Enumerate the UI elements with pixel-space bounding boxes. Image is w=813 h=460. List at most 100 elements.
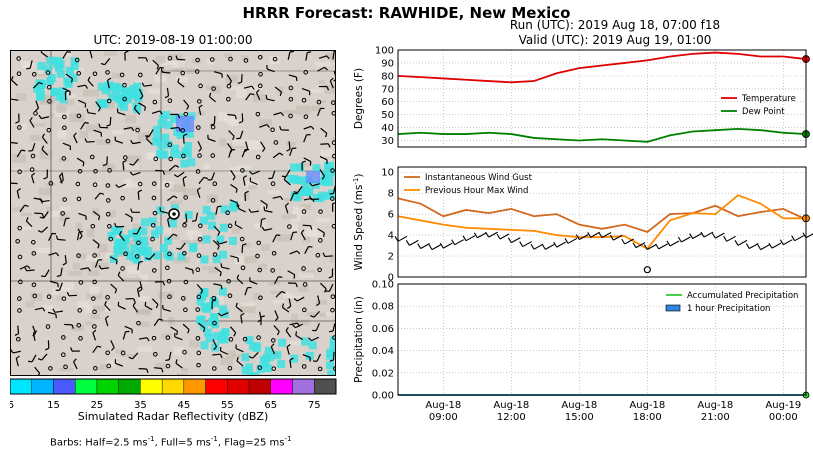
wind-barb-staff (255, 92, 261, 101)
wind-barb-staff (287, 270, 295, 276)
wind-barb (530, 243, 544, 250)
calm-wind-marker (240, 265, 246, 271)
terrain-patch (123, 240, 138, 247)
radar-cell (229, 203, 238, 212)
wind-barb (273, 325, 280, 336)
wind-barb-tick (236, 274, 240, 279)
wind-barb-tick (575, 234, 580, 240)
wind-barb-staff (198, 177, 205, 184)
colorbar-swatch (161, 378, 185, 395)
wind-barb (197, 322, 206, 333)
wind-barb (43, 169, 48, 180)
radar-cell (308, 341, 317, 350)
wind-barb-staff (185, 213, 188, 222)
calm-wind-marker (333, 366, 335, 371)
wind-barb (249, 277, 258, 285)
wind-barb-staff (533, 243, 544, 250)
wind-barb (711, 232, 725, 239)
wind-barb-tick (451, 239, 456, 245)
wind-barb (216, 240, 228, 245)
wind-barb (621, 238, 634, 245)
radar-cell (228, 236, 237, 245)
calm-wind-marker (165, 265, 170, 271)
wind-barb (182, 323, 190, 334)
wind-barb-staff (264, 228, 273, 231)
barbs-note-exp-2: -1 (210, 435, 218, 443)
wind-barb-tick (235, 188, 238, 193)
wind-barb-tick (279, 125, 282, 131)
wind-barb-staff (132, 158, 139, 166)
radar-cell (132, 255, 141, 264)
terrain-patch (299, 272, 315, 278)
wind-barb-staff (119, 234, 126, 242)
calm-wind-marker (167, 55, 173, 61)
radar-cell (164, 140, 173, 149)
terrain-patch (43, 304, 54, 313)
wind-barb (281, 303, 290, 313)
wind-barb-tick (144, 106, 146, 111)
calm-wind-marker (46, 84, 52, 90)
wind-barb (14, 325, 20, 336)
terrain-patch (241, 242, 251, 248)
calm-wind-marker (61, 352, 66, 358)
wind-barb (212, 240, 220, 250)
wind-barb-staff (499, 233, 510, 240)
wind-barb (137, 260, 143, 271)
terrain-patch (123, 179, 133, 189)
wind-barb (283, 175, 291, 186)
wind-barb-staff (209, 96, 216, 103)
wind-barb (213, 71, 223, 78)
wind-barb (439, 242, 453, 249)
calm-wind-marker (195, 267, 201, 272)
wind-barb-tick (56, 275, 61, 277)
terrain-patch (86, 229, 95, 237)
wind-barb-staff (238, 207, 246, 213)
wind-barb-tick (212, 299, 217, 302)
wind-barb-tick (138, 260, 143, 263)
wind-barb-tick (711, 232, 716, 239)
wind-barb (289, 357, 294, 368)
wind-barb-staff (44, 269, 50, 277)
calm-wind-marker (151, 181, 157, 186)
radar-cell (140, 236, 149, 245)
wind-barb (154, 281, 166, 286)
wind-barb-staff (166, 87, 170, 96)
wind-barb (34, 366, 41, 375)
terrain-patch (11, 153, 26, 163)
wind-barb-staff (197, 322, 206, 329)
wind-barb-staff (92, 210, 100, 217)
terrain-patch (281, 214, 297, 219)
wind-barb-tick (261, 226, 265, 231)
wind-barb (263, 206, 273, 213)
wind-barb (229, 199, 238, 207)
calm-wind-marker (243, 58, 249, 63)
wind-barb-staff (11, 182, 18, 185)
wind-barb-tick (217, 312, 222, 317)
wind-barb (677, 236, 691, 243)
wind-barb-tick (128, 356, 133, 360)
terrain-patch (258, 119, 272, 126)
terrain-patch (332, 294, 335, 298)
calm-wind-marker (108, 236, 114, 242)
wind-barb (308, 336, 319, 342)
wind-barb (182, 133, 188, 144)
wind-barb-staff (556, 241, 566, 248)
calm-wind-marker (197, 99, 202, 104)
wind-barb (609, 234, 623, 241)
terrain-patch (188, 340, 200, 348)
wind-barb (170, 126, 182, 132)
y-tick-label: 0.06 (372, 324, 394, 335)
radar-cell (200, 255, 209, 264)
wind-barb-staff (311, 183, 320, 187)
calm-wind-marker (136, 240, 141, 246)
wind-barb-staff (221, 266, 230, 270)
wind-barb-tick (164, 95, 169, 99)
wind-barb (328, 268, 334, 279)
wind-barb-staff (228, 149, 232, 158)
wind-barb-tick (219, 353, 223, 359)
wind-barb-staff (794, 235, 804, 242)
wind-barb-tick (293, 274, 296, 279)
radar-cell (203, 328, 212, 337)
wind-barb (170, 326, 179, 336)
